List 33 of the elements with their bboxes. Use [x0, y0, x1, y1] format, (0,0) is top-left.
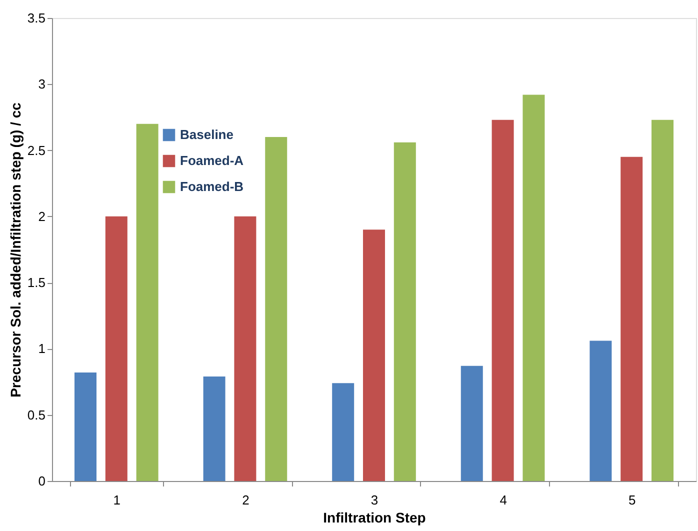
legend-label: Foamed-A [180, 153, 244, 168]
bar [652, 120, 674, 481]
bar [74, 372, 96, 481]
y-tick-label: 0 [38, 474, 46, 488]
y-tick-label: 2.5 [27, 142, 46, 158]
bar [265, 137, 288, 481]
x-tick-label: 1 [113, 492, 121, 508]
x-tick-label: 2 [242, 492, 250, 508]
bar [590, 340, 612, 481]
bar [460, 366, 483, 481]
bar [394, 142, 416, 481]
x-tick-label: 3 [370, 492, 378, 508]
y-tick-label: 1.5 [27, 275, 46, 290]
bar [136, 124, 158, 481]
bar [522, 94, 545, 481]
bar [332, 383, 354, 481]
y-tick-label: 3 [38, 76, 46, 92]
y-tick-label: 2 [38, 208, 46, 224]
bar [234, 216, 256, 481]
x-axis-title: Infiltration Step [323, 510, 426, 526]
y-tick-label: 1 [38, 341, 46, 356]
x-tick-label: 4 [500, 492, 507, 508]
bar [492, 120, 514, 481]
y-tick-label: 0.5 [27, 407, 46, 422]
legend-label: Baseline [180, 127, 234, 142]
legend-label: Foamed-B [180, 179, 244, 194]
bar [203, 376, 226, 481]
bar [363, 230, 385, 481]
bar [105, 216, 128, 481]
y-tick-label: 3.5 [27, 10, 46, 26]
y-axis-title: Precursor Sol. added/Infiltration step (g) / cc [7, 102, 24, 398]
bar [620, 156, 643, 481]
x-tick-label: 5 [628, 492, 636, 508]
